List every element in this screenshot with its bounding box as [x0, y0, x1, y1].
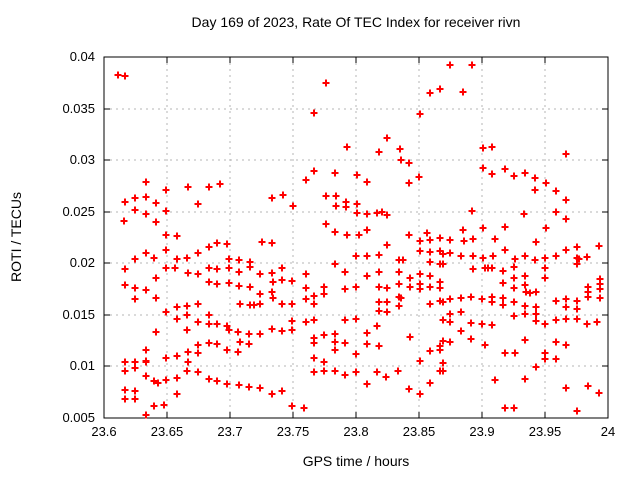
svg-text:23.9: 23.9: [469, 424, 494, 439]
svg-text:0.025: 0.025: [62, 204, 95, 219]
svg-text:0.01: 0.01: [70, 358, 95, 373]
x-axis-label: GPS time / hours: [302, 453, 410, 469]
svg-text:23.6: 23.6: [91, 424, 116, 439]
svg-text:23.95: 23.95: [529, 424, 562, 439]
svg-text:23.85: 23.85: [403, 424, 436, 439]
svg-text:0.005: 0.005: [62, 410, 95, 425]
svg-text:0.03: 0.03: [70, 152, 95, 167]
svg-text:0.015: 0.015: [62, 307, 95, 322]
svg-text:23.7: 23.7: [217, 424, 242, 439]
svg-text:0.02: 0.02: [70, 255, 95, 270]
chart-title: Day 169 of 2023, Rate Of TEC Index for r…: [191, 14, 521, 30]
svg-text:23.65: 23.65: [151, 424, 184, 439]
svg-text:0.035: 0.035: [62, 101, 95, 116]
svg-text:0.04: 0.04: [70, 49, 95, 64]
svg-text:24: 24: [601, 424, 615, 439]
svg-text:23.8: 23.8: [343, 424, 368, 439]
svg-text:23.75: 23.75: [277, 424, 310, 439]
